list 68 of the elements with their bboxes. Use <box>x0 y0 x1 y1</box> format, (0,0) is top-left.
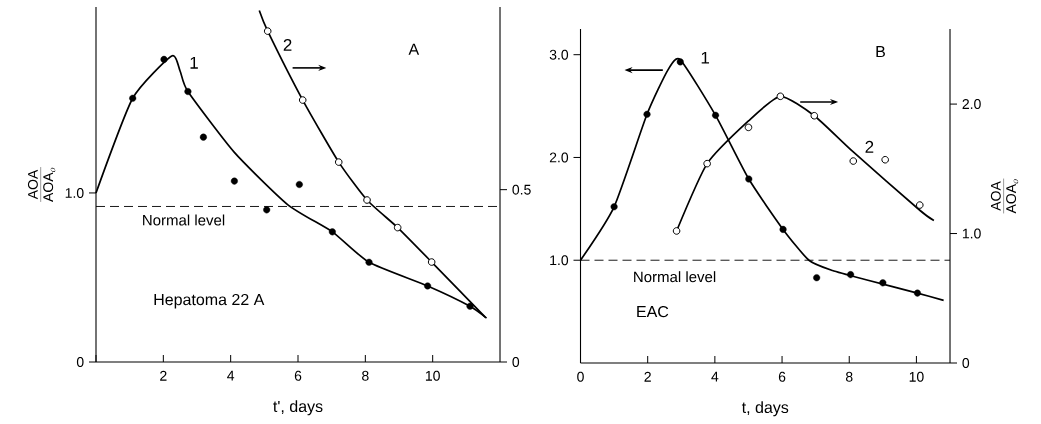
annotation: Hepatoma 22 A <box>154 293 265 309</box>
y2-tick-label: 0 <box>512 357 520 367</box>
point <box>643 110 651 118</box>
y2-tick-label: 2.0 <box>962 99 981 110</box>
y-tick-label: 3.0 <box>549 49 569 60</box>
point <box>744 123 753 132</box>
x-tick-label: 6 <box>778 371 786 382</box>
series-label: 2 <box>865 140 874 153</box>
y2-tick-label: 0 <box>962 358 970 368</box>
y-tick-label: 1.0 <box>550 255 569 266</box>
ref-line-label: Normal level <box>143 214 225 226</box>
x-tick-label: 6 <box>294 370 302 381</box>
x-tick-label: 10 <box>425 370 440 381</box>
point <box>881 155 889 164</box>
y2-tick-label: 1.0 <box>962 228 981 239</box>
x-axis-title: t, days <box>741 401 789 417</box>
x-tick-label: 8 <box>845 371 853 382</box>
point <box>915 201 924 209</box>
point <box>813 274 821 282</box>
series-label: 1 <box>190 56 198 69</box>
x-tick-label: 0 <box>577 371 584 382</box>
point <box>129 94 137 102</box>
point <box>365 258 373 266</box>
point <box>427 258 436 266</box>
point <box>263 206 271 214</box>
point <box>676 58 684 66</box>
point <box>776 92 785 101</box>
point <box>913 289 921 297</box>
x-tick-label: 4 <box>227 370 235 381</box>
point <box>712 111 720 119</box>
point <box>810 111 819 120</box>
point <box>328 228 336 236</box>
point <box>298 96 307 104</box>
series-label: 1 <box>701 51 710 64</box>
point <box>847 271 855 279</box>
point <box>672 227 681 235</box>
point <box>199 133 207 141</box>
point <box>363 196 371 204</box>
ref-line-label: Normal level <box>634 271 716 283</box>
x-tick-label: 8 <box>362 370 369 381</box>
point <box>610 203 618 211</box>
series-label: 2 <box>283 38 292 51</box>
point <box>849 157 858 165</box>
point <box>393 223 402 232</box>
point <box>879 279 887 287</box>
point <box>466 302 474 310</box>
point <box>230 177 238 185</box>
y-tick-label: 2.0 <box>549 152 569 163</box>
y2-tick-label: 0.5 <box>512 184 531 195</box>
point <box>703 159 711 168</box>
x-tick-label: 2 <box>160 370 167 381</box>
annotation: B <box>876 46 885 58</box>
annotation: EAC <box>637 305 669 318</box>
x-tick-label: 10 <box>909 371 924 382</box>
x-tick-label: 2 <box>644 371 651 382</box>
point <box>295 181 303 188</box>
annotation: A <box>408 43 420 55</box>
y2-axis-title: $\frac{\mathrm{AOA}}{\mathrm{AOA}_{o}}$ <box>990 178 1019 214</box>
x-axis-title: t', days <box>273 400 323 416</box>
point <box>779 225 787 233</box>
x-tick-label: 4 <box>711 371 719 382</box>
point <box>184 88 192 96</box>
y-axis-title: $\frac{\mathrm{AOA}}{\mathrm{AOA}_{o}}$ <box>27 167 56 202</box>
point <box>334 158 343 166</box>
point <box>745 175 753 183</box>
point <box>160 55 168 63</box>
point <box>263 27 272 35</box>
point <box>424 282 432 290</box>
